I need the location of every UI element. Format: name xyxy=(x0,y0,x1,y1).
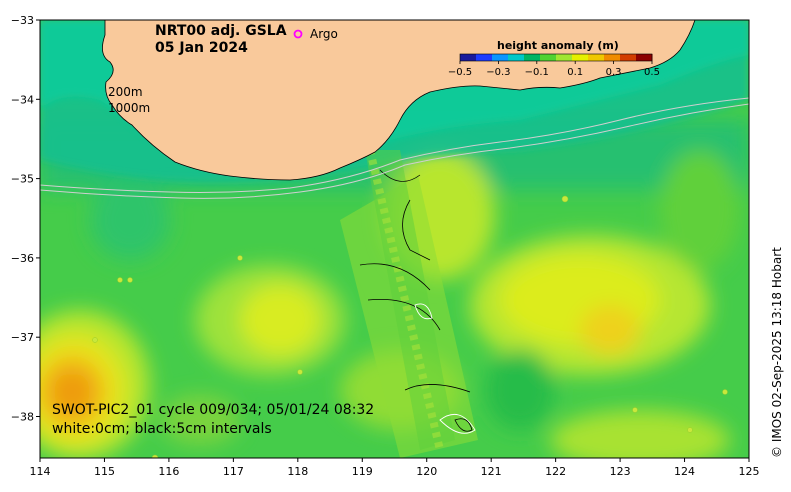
y-tick-label: −38 xyxy=(11,411,34,424)
y-tick-label: −37 xyxy=(11,331,34,344)
x-tick-label: 120 xyxy=(416,465,437,478)
contour-caption: white:0cm; black:5cm intervals xyxy=(52,421,272,437)
colorbar-swatch xyxy=(476,54,493,61)
colorbar-tick-label: 0.5 xyxy=(644,67,660,78)
colorbar-swatch xyxy=(556,54,573,61)
map-title: NRT00 adj. GSLA xyxy=(155,23,287,39)
x-tick-label: 125 xyxy=(739,465,760,478)
x-tick-label: 119 xyxy=(352,465,373,478)
argo-legend-icon xyxy=(293,29,303,39)
x-tick-label: 116 xyxy=(158,465,179,478)
swot-caption: SWOT-PIC2_01 cycle 009/034; 05/01/24 08:… xyxy=(52,402,374,418)
colorbar-tick-label: −0.1 xyxy=(525,67,549,78)
colorbar-tick-label: 0.1 xyxy=(567,67,583,78)
colorbar-title: height anomaly (m) xyxy=(497,39,619,52)
y-axis: −33 −34 −35 −36 −37 −38 xyxy=(11,14,40,424)
x-tick-label: 122 xyxy=(545,465,566,478)
colorbar-swatch xyxy=(460,54,477,61)
x-tick-label: 121 xyxy=(481,465,502,478)
isobath-label-1000m: 1000m xyxy=(108,101,150,115)
colorbar-swatch xyxy=(524,54,541,61)
colorbar-swatch xyxy=(572,54,589,61)
map-frame xyxy=(39,19,750,459)
colorbar: height anomaly (m) −0.5 −0.3 −0.1 0.1 0.3 0.5 xyxy=(448,39,660,78)
x-tick-label: 114 xyxy=(30,465,51,478)
x-axis: 114 115 116 117 118 119 120 121 122 123 124 125 xyxy=(30,458,760,478)
colorbar-swatch xyxy=(492,54,509,61)
isobath-lines xyxy=(40,97,749,199)
colorbar-swatch xyxy=(604,54,621,61)
isobath-label-200m: 200m xyxy=(108,85,143,99)
x-tick-label: 117 xyxy=(223,465,244,478)
x-tick-label: 124 xyxy=(674,465,695,478)
argo-legend-label: Argo xyxy=(310,27,338,41)
colorbar-border xyxy=(459,53,653,62)
colorbar-swatch xyxy=(620,54,637,61)
colorbar-swatch xyxy=(636,54,653,61)
colorbar-swatch xyxy=(508,54,525,61)
map-date: 05 Jan 2024 xyxy=(155,40,248,56)
swot-swath xyxy=(340,149,478,458)
colorbar-tick-label: −0.5 xyxy=(448,67,472,78)
colorbar-tick-label: 0.3 xyxy=(606,67,622,78)
imos-credit: © IMOS 02-Sep-2025 13:18 Hobart xyxy=(770,247,784,458)
y-tick-label: −36 xyxy=(11,252,34,265)
colorbar-ticks: −0.5 −0.3 −0.1 0.1 0.3 0.5 xyxy=(448,61,660,78)
colorbar-swatches xyxy=(460,54,653,61)
colorbar-swatch xyxy=(588,54,605,61)
y-tick-label: −33 xyxy=(11,14,34,27)
colorbar-swatch xyxy=(540,54,557,61)
x-tick-label: 115 xyxy=(94,465,115,478)
y-tick-label: −34 xyxy=(11,93,34,106)
x-tick-label: 123 xyxy=(610,465,631,478)
x-tick-label: 118 xyxy=(287,465,308,478)
y-tick-label: −35 xyxy=(11,173,34,186)
colorbar-tick-label: −0.3 xyxy=(486,67,510,78)
argo-dots xyxy=(92,195,728,458)
